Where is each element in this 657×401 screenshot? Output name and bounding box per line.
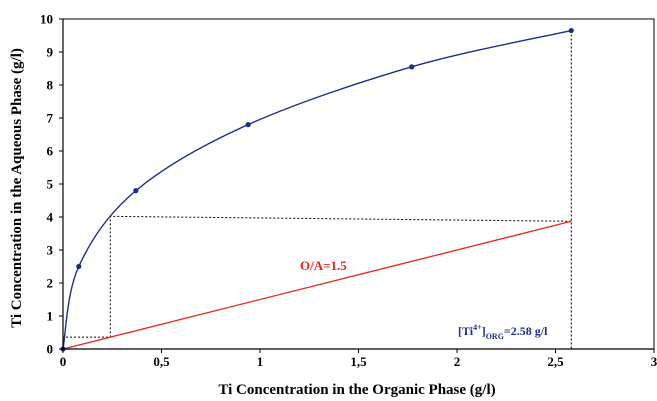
x-tick-label: 2 bbox=[454, 354, 461, 369]
annotation-bracket: ] bbox=[482, 324, 486, 338]
mccabe-thiele-stages bbox=[63, 215, 572, 338]
y-tick-label: 7 bbox=[47, 111, 54, 126]
y-tick-label: 6 bbox=[47, 144, 54, 159]
y-tick-label: 4 bbox=[47, 210, 54, 225]
x-axis-title: Ti Concentration in the Organic Phase (g… bbox=[218, 382, 495, 398]
operating-line-label: O/A=1.5 bbox=[300, 258, 347, 273]
y-tick-label: 2 bbox=[47, 276, 54, 291]
x-tick-label: 1,5 bbox=[350, 354, 367, 369]
annotation-prefix: [Ti bbox=[458, 324, 474, 338]
y-tick-label: 1 bbox=[47, 309, 54, 324]
x-tick-label: 3 bbox=[651, 354, 657, 369]
plot-frame bbox=[62, 18, 655, 350]
annotation-suffix: =2.58 g/l bbox=[504, 324, 548, 338]
x-tick-label: 0 bbox=[60, 354, 67, 369]
axes bbox=[62, 18, 655, 350]
x-tick-label: 1 bbox=[257, 354, 264, 369]
y-tick-label: 10 bbox=[40, 12, 53, 27]
isotherm-data-point bbox=[133, 188, 139, 194]
isotherm-data-point bbox=[245, 122, 251, 128]
y-tick-label: 9 bbox=[47, 45, 54, 60]
ticks: 0 0,5 1 1,5 2 2,5 3 0 1 2 3 4 5 6 7 8 9 10 bbox=[40, 12, 657, 370]
plot-area bbox=[60, 27, 574, 352]
y-tick-label: 5 bbox=[47, 177, 54, 192]
operating-line bbox=[62, 220, 572, 350]
isotherm-data-point bbox=[568, 27, 574, 34]
y-tick-label: 0 bbox=[47, 342, 54, 357]
x-tick-label: 2,5 bbox=[547, 354, 564, 369]
isotherm-data-point bbox=[76, 263, 82, 270]
annotation-subscript: ORG bbox=[486, 332, 504, 341]
isotherm-data-point bbox=[409, 64, 415, 70]
annotation-superscript: 4+ bbox=[473, 323, 482, 332]
y-tick-label: 8 bbox=[47, 78, 54, 93]
y-axis-title: Ti Concentration in the Aqueous Phase (g… bbox=[9, 48, 25, 328]
organic-concentration-annotation: [Ti4+]ORG=2.58 g/l bbox=[458, 323, 548, 341]
extraction-isotherm-line bbox=[62, 29, 572, 350]
y-tick-label: 3 bbox=[47, 243, 54, 258]
x-tick-label: 0,5 bbox=[153, 354, 170, 369]
